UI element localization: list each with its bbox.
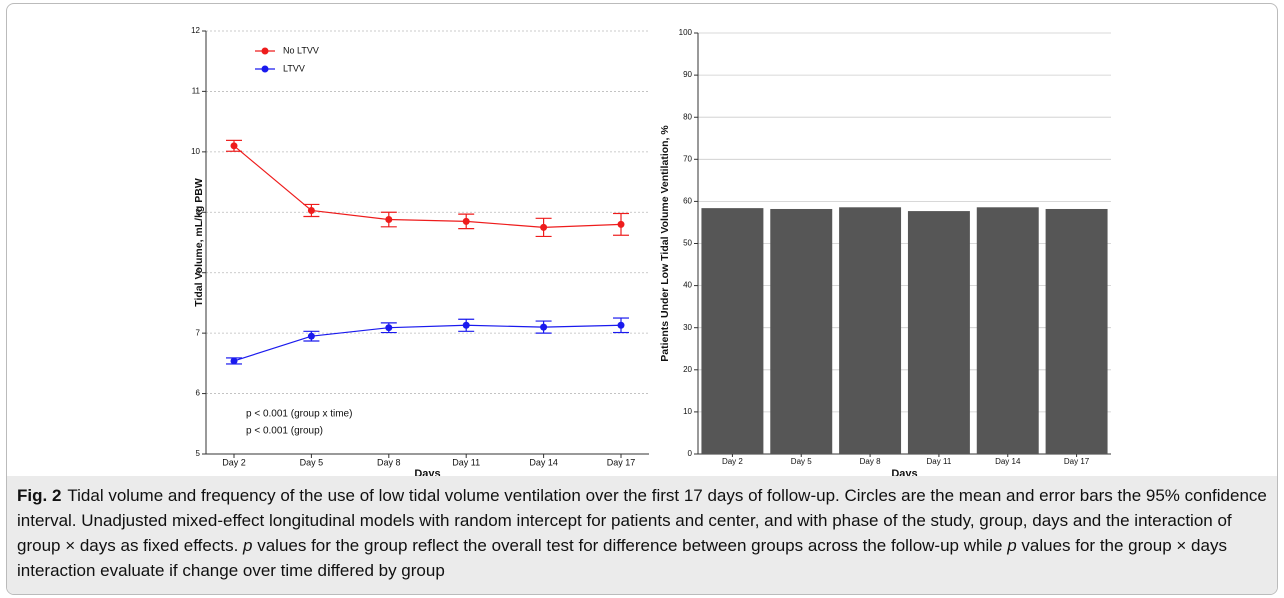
- caption-text: p: [243, 536, 253, 555]
- y-tick-label: 10: [191, 147, 200, 156]
- y-tick-label: 7: [196, 328, 201, 337]
- y-tick-label: 0: [688, 449, 693, 458]
- point: [540, 323, 548, 331]
- y-tick-label: 11: [192, 87, 201, 96]
- y-tick-label: 5: [196, 449, 201, 458]
- x-tick-label: Day 2: [222, 457, 246, 467]
- y-tick-label: 40: [683, 281, 692, 290]
- y-tick-label: 20: [683, 365, 692, 374]
- y-tick-label: 9: [196, 207, 201, 216]
- caption-text: values for the group × days interaction …: [17, 536, 1227, 580]
- annotation: p < 0.001 (group): [246, 426, 323, 437]
- bar: [839, 207, 902, 454]
- legend-label: No LTVV: [283, 45, 319, 55]
- annotation: p < 0.001 (group x time): [246, 409, 352, 420]
- y-tick-label: 10: [683, 407, 692, 416]
- bar: [976, 207, 1039, 454]
- point: [307, 332, 315, 340]
- y-tick-label: 12: [191, 26, 200, 35]
- caption-text: p: [1007, 536, 1017, 555]
- y-tick-label: 100: [679, 28, 693, 37]
- caption-text: values for the group reflect the overall…: [252, 536, 1008, 555]
- x-tick-label: Day 17: [1064, 457, 1090, 466]
- point: [462, 217, 470, 225]
- y-axis-label: Tidal Volume, mL/kg PBW: [193, 178, 205, 307]
- point: [307, 206, 315, 214]
- point: [385, 324, 393, 332]
- point: [385, 216, 393, 224]
- point: [617, 321, 625, 329]
- point: [462, 321, 470, 329]
- y-tick-label: 80: [683, 112, 692, 121]
- y-tick-label: 50: [683, 239, 692, 248]
- y-tick-label: 60: [683, 197, 692, 206]
- series-line: [233, 145, 622, 228]
- figure: 5 6 7 8 9 10 11 12 Days Tidal Volume, mL/kg PBW Da…: [6, 3, 1278, 595]
- y-tick-label: 8: [196, 268, 201, 277]
- y-tick-label: 70: [683, 154, 692, 163]
- x-tick-label: Day 17: [607, 457, 636, 467]
- y-axis-label: Patients Under Low Tidal Volume Ventilat…: [659, 125, 671, 362]
- x-tick-label: Day 2: [722, 457, 743, 466]
- legend-marker: [261, 65, 269, 73]
- bar: [907, 211, 970, 454]
- point: [230, 357, 238, 365]
- bar: [770, 208, 833, 454]
- bar: [1045, 208, 1108, 454]
- y-tick-label: 90: [683, 70, 692, 79]
- y-tick-label: 30: [683, 323, 692, 332]
- x-tick-label: Day 14: [529, 457, 558, 467]
- series-line: [233, 324, 622, 362]
- caption-label: Fig. 2: [17, 486, 62, 505]
- y-tick-label: 6: [196, 389, 201, 398]
- x-tick-label: Day 11: [927, 457, 952, 466]
- x-tick-label: Day 5: [791, 457, 812, 466]
- x-tick-label: Day 8: [377, 457, 401, 467]
- legend-marker: [261, 47, 269, 55]
- bar: [701, 208, 764, 454]
- x-tick-label: Day 8: [860, 457, 881, 466]
- caption: Fig. 2 Tidal volume and frequency of the …: [7, 476, 1277, 594]
- point: [230, 142, 238, 150]
- point: [617, 220, 625, 228]
- point: [540, 223, 548, 231]
- x-tick-label: Day 11: [452, 457, 480, 467]
- legend-label: LTVV: [283, 63, 305, 73]
- x-tick-label: Day 5: [300, 457, 324, 467]
- caption-text: Tidal volume and frequency of the use of…: [17, 486, 1267, 555]
- x-tick-label: Day 14: [995, 457, 1021, 466]
